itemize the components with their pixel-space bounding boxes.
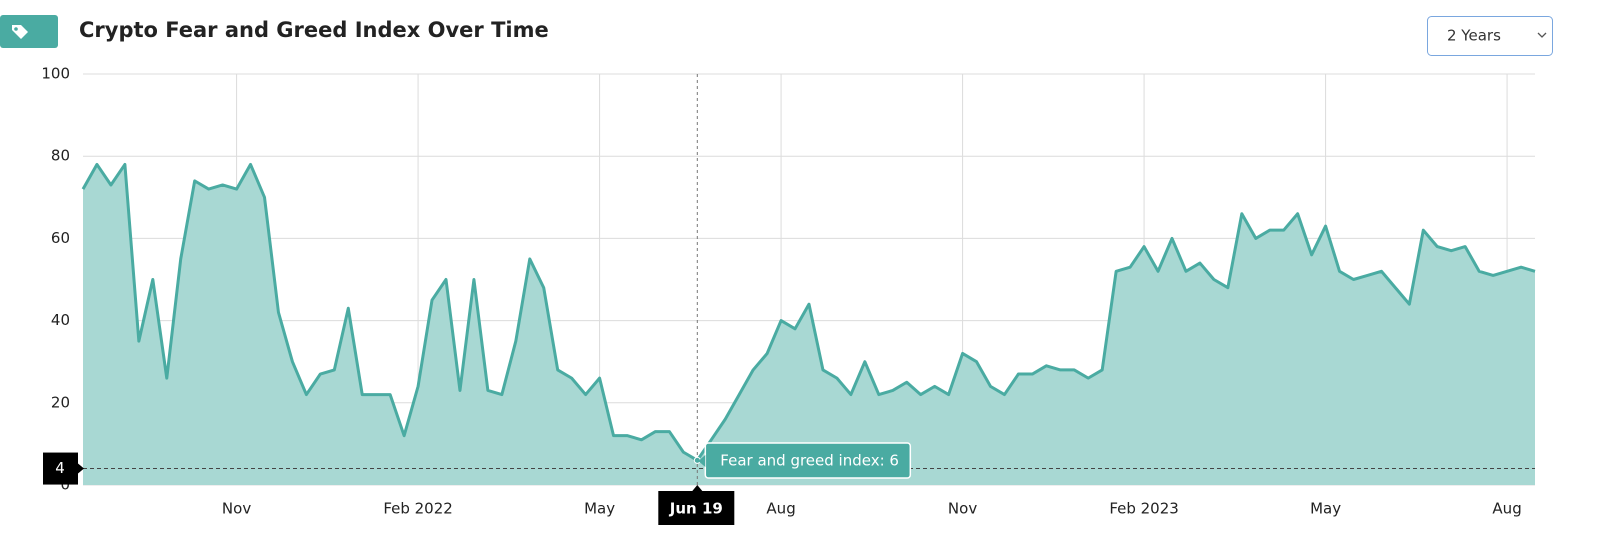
y-tick-label: 80 <box>51 147 70 165</box>
line <box>81 162 1536 462</box>
x-tick-label: Nov <box>222 500 251 518</box>
tag-hole <box>14 27 18 31</box>
crosshair-x-pointer <box>692 485 703 491</box>
x-tick-label: Nov <box>948 500 977 518</box>
y-tick-label: 20 <box>51 393 70 411</box>
range-dropdown[interactable]: 2 Years <box>1427 16 1553 56</box>
x-tick-label: Aug <box>766 500 795 518</box>
chart-title: Crypto Fear and Greed Index Over Time <box>79 18 549 42</box>
x-tick-label: Aug <box>1492 500 1521 518</box>
crosshair-x-box <box>658 491 735 525</box>
x-tick-label: May <box>1310 500 1341 518</box>
dropdown-box[interactable] <box>1427 16 1553 56</box>
y-tick-label: 60 <box>51 229 70 247</box>
crosshair-y-label: 4 <box>55 459 65 477</box>
crosshair-x-label: Jun 19 <box>669 500 723 518</box>
crosshair-y-pointer <box>78 463 84 474</box>
crosshair-y-box <box>43 452 78 485</box>
dropdown-chevron <box>1537 32 1547 38</box>
tag-badge <box>0 15 58 48</box>
x-tick-label: May <box>584 500 615 518</box>
dropdown-label[interactable]: 2 Years <box>1447 27 1501 45</box>
area-fill <box>83 164 1535 486</box>
x-tick-label: Feb 2023 <box>1109 500 1179 518</box>
tooltip-text: Fear and greed index: 6 <box>720 452 899 470</box>
tooltip-pointer <box>698 455 706 467</box>
y-tick-label: 100 <box>41 65 70 83</box>
y-tick-label: 40 <box>51 311 70 329</box>
x-tick-label: Feb 2022 <box>383 500 453 518</box>
